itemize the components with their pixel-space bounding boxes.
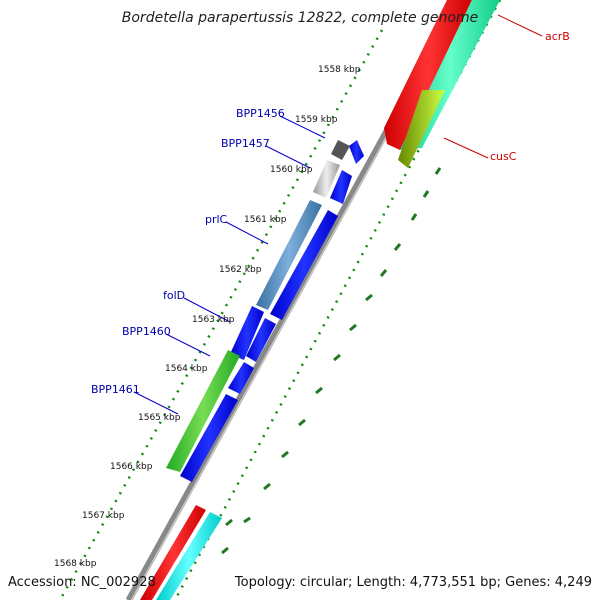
accession-text: Accession: NC_002928 <box>8 575 156 590</box>
gc-content-dotted-lines <box>58 0 502 600</box>
BPP1457-feature <box>313 160 340 198</box>
acrB-feature <box>384 0 472 150</box>
tick-label: 1558 kbp <box>318 65 361 75</box>
gene-blue-mid <box>246 318 276 362</box>
tick-label: 1567 kbp <box>82 511 125 521</box>
gene-labels: BPP1456 BPP1457 prlC folD BPP1460 BPP146… <box>91 30 570 396</box>
gene-cyan-bottom <box>156 512 222 600</box>
prlC-feature <box>256 200 322 310</box>
tick-label: 1561 kbp <box>244 215 287 225</box>
map-title: Bordetella parapertussis 12822, complete… <box>122 10 478 26</box>
tick-label: 1559 kbp <box>295 115 338 125</box>
tick-label: 1564 kbp <box>165 364 208 374</box>
BPP1461-feature <box>180 394 238 482</box>
folD-feature <box>230 306 264 360</box>
gene-label: acrB <box>545 30 570 43</box>
tick-label: 1560 kbp <box>270 165 313 175</box>
scale-ticks: 1558 kbp 1559 kbp 1560 kbp 1561 kbp 1562… <box>54 65 361 569</box>
cusC-feature <box>398 90 445 168</box>
features-reverse <box>140 140 364 600</box>
gene-label: BPP1457 <box>221 137 270 150</box>
gene-blue-small-1 <box>349 140 364 164</box>
gene-blue-arrow-2 <box>330 170 352 204</box>
tick-label: 1568 kbp <box>54 559 97 569</box>
gene-label: BPP1460 <box>122 325 171 338</box>
gene-label: BPP1461 <box>91 383 140 396</box>
features-forward <box>384 0 500 168</box>
tick-label: 1566 kbp <box>110 462 153 472</box>
gene-dark-small <box>331 140 350 160</box>
gene-red-bottom <box>140 505 206 600</box>
gc-skew-track <box>221 167 442 555</box>
gene-label: BPP1456 <box>236 107 285 120</box>
tick-label: 1562 kbp <box>219 265 262 275</box>
gene-label: prlC <box>205 213 228 226</box>
BPP1460-feature <box>166 350 240 472</box>
tick-label: 1565 kbp <box>138 413 181 423</box>
tick-label: 1563 kbp <box>192 315 235 325</box>
gene-blue-short <box>228 362 254 394</box>
gene-blue-long <box>270 210 338 320</box>
label-leaders <box>133 14 543 415</box>
topology-summary: Topology: circular; Length: 4,773,551 bp… <box>234 575 592 590</box>
gene-label: folD <box>163 289 185 302</box>
gene-label: cusC <box>490 150 517 163</box>
